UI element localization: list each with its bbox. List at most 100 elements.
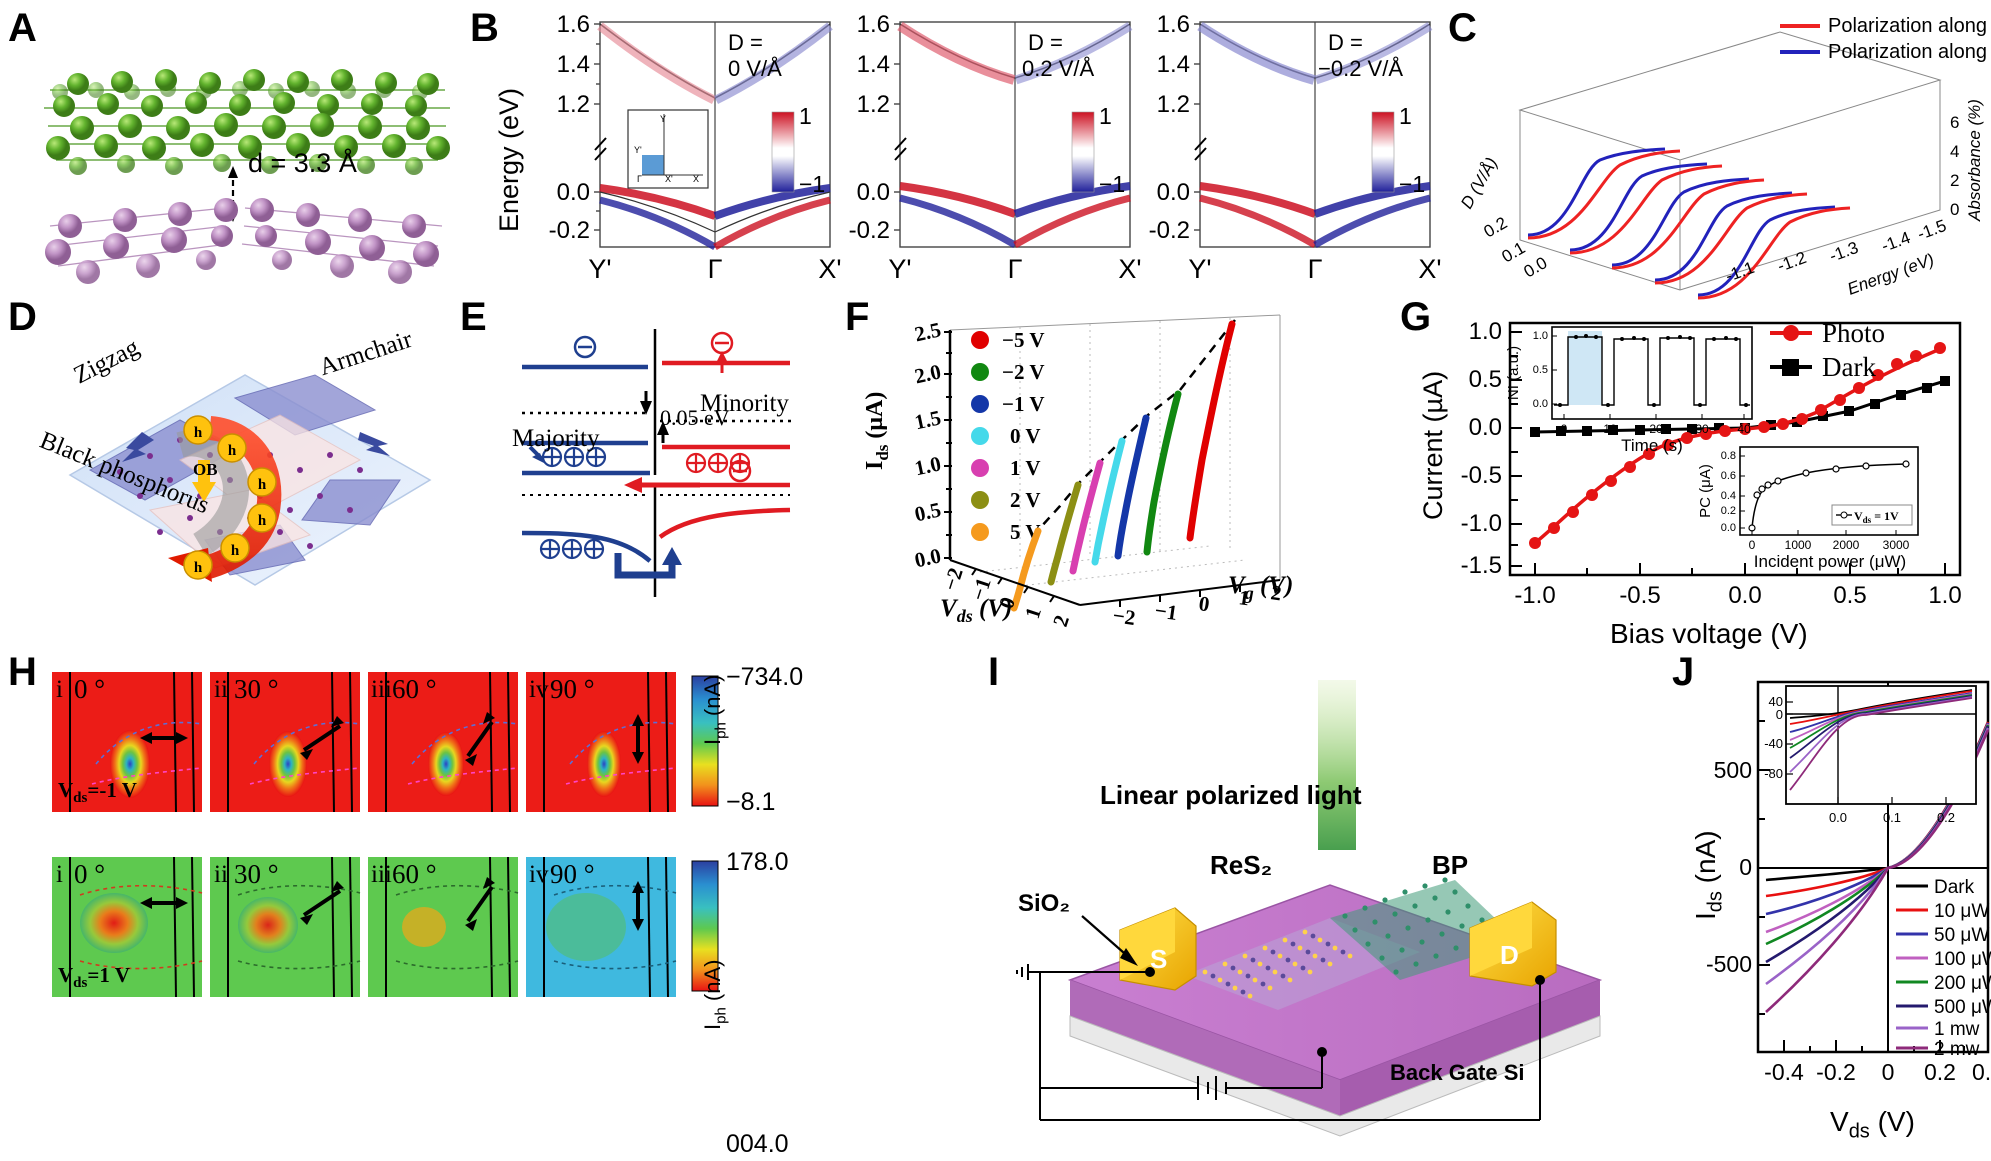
panel-f-label: F	[845, 295, 870, 339]
panel-e	[500, 325, 810, 600]
svg-text:0: 0	[1739, 854, 1752, 880]
panel-i-sio2-label: SiO₂	[1018, 890, 1071, 917]
svg-text:0.0: 0.0	[1728, 582, 1761, 609]
h-map-5-angle: 0 °	[74, 859, 106, 889]
svg-text:X': X'	[818, 254, 841, 284]
lower-band-right	[658, 507, 791, 539]
source-electrode: S	[1119, 907, 1197, 991]
panel-f-xlabel: Vds (V)	[940, 595, 1013, 626]
svg-text:-0.2: -0.2	[1149, 217, 1190, 244]
svg-text:3000: 3000	[1883, 538, 1910, 552]
panel-b-yticks: 1.6 1.4 1.2 0.0 -0.2	[549, 11, 590, 244]
h-map-4	[526, 671, 677, 813]
svg-text:−1: −1	[1099, 171, 1125, 197]
svg-text:Absorbance (%): Absorbance (%)	[1965, 99, 1984, 222]
armchair-arrow	[358, 432, 390, 456]
svg-text:0: 0	[1561, 422, 1568, 436]
panel-j-label: J	[1672, 650, 1695, 694]
panel-g-xtickmarks	[1534, 563, 1946, 575]
panel-h-cbar2-label: Iph (nA)	[700, 959, 730, 1031]
svg-text:X': X'	[1118, 254, 1141, 284]
svg-text:2 mw: 2 mw	[1934, 1039, 1980, 1060]
panel-c-legend-y: Polarization along y	[1828, 41, 1991, 63]
h-map-3-index: iii	[371, 676, 392, 703]
svg-text:0: 0	[1749, 538, 1756, 552]
svg-text:−1: −1	[1153, 598, 1179, 625]
svg-text:1 V: 1 V	[1010, 456, 1041, 480]
svg-text:Γ: Γ	[708, 254, 723, 284]
svg-text:0.2: 0.2	[1721, 505, 1736, 517]
panel-f-zlabel: Vg (V)	[1228, 572, 1294, 603]
svg-text:0.0: 0.0	[857, 179, 890, 206]
zigzag-arrow	[122, 432, 154, 462]
svg-text:500 μW: 500 μW	[1934, 997, 1991, 1018]
svg-text:-1.5: -1.5	[1915, 216, 1949, 244]
panel-f-xaxis	[949, 559, 1081, 606]
hole-symbols-left	[541, 446, 607, 468]
svg-text:500: 500	[1714, 757, 1752, 783]
panel-b-colorbar-3	[1371, 111, 1395, 193]
panel-c-label: C	[1448, 6, 1477, 50]
svg-text:200 μW: 200 μW	[1934, 973, 1991, 994]
panel-i-light-label: Linear polarized light	[1100, 780, 1362, 810]
svg-text:−1 V: −1 V	[1002, 392, 1045, 416]
panel-j-xlabel: Vds (V)	[1830, 1106, 1915, 1143]
svg-text:h: h	[194, 560, 203, 576]
panel-e-offset-label: 0.05 eV	[660, 405, 730, 430]
ob-barrier	[176, 430, 249, 557]
h-map-1	[52, 671, 203, 813]
svg-text:-1.2: -1.2	[1775, 248, 1809, 276]
h-map-4-angle: 90 °	[550, 674, 595, 704]
svg-text:0: 0	[1197, 591, 1211, 616]
svg-text:0.5: 0.5	[1469, 366, 1502, 393]
svg-text:30: 30	[1695, 422, 1709, 436]
svg-text:Vds = 1V: Vds = 1V	[1854, 509, 1899, 525]
svg-text:1.6: 1.6	[557, 11, 590, 38]
h-map-6-angle: 30 °	[234, 859, 279, 889]
panel-h-cbar2-max: 178.0	[726, 848, 789, 876]
sio2-side	[1070, 980, 1340, 1116]
panel-a	[30, 30, 460, 284]
svg-text:-0.4: -0.4	[1764, 1059, 1804, 1085]
svg-text:0 V: 0 V	[1010, 424, 1041, 448]
ob-down-arrow	[192, 460, 216, 502]
svg-text:-1.3: -1.3	[1827, 238, 1861, 266]
svg-text:2000: 2000	[1833, 538, 1860, 552]
svg-text:10: 10	[1603, 422, 1617, 436]
inset-bottom-xlabel: Incident power (μW)	[1754, 552, 1906, 571]
h-map-7-angle: 60 °	[392, 859, 437, 889]
panel-c-axis-energy: -1.1 -1.2 -1.3 -1.4 -1.5 Energy (eV)	[1723, 216, 1949, 299]
panel-e-minority-label: Minority	[700, 390, 789, 417]
panel-h-cbar1-max: −734.0	[726, 663, 804, 691]
panel-j-ylabel: Ids (nA)	[1690, 830, 1727, 920]
svg-text:1000: 1000	[1785, 538, 1812, 552]
svg-text:1.0: 1.0	[1533, 330, 1548, 342]
purple-layer	[45, 198, 443, 284]
svg-text:0.0: 0.0	[912, 543, 943, 572]
panel-f-xticks: −2 −1 0 1 2	[938, 565, 1074, 630]
panel-d-label: D	[8, 295, 37, 339]
svg-text:0.5: 0.5	[1533, 364, 1548, 376]
svg-text:2: 2	[1269, 580, 1283, 605]
svg-text:0.4: 0.4	[1721, 490, 1736, 502]
panel-b-subplot-2: 1.6 1.4 1.2 0.0 -0.2 D = 0.2 V/Å 1 −1 Y'	[849, 11, 1142, 284]
svg-text:Y: Y	[660, 114, 666, 124]
svg-text:−1: −1	[1399, 171, 1425, 197]
hole-accumulation-arrow	[614, 553, 676, 579]
inset-top-xlabel: Time (s)	[1621, 436, 1683, 455]
panel-g-xlabel: Bias voltage (V)	[1610, 618, 1808, 649]
panel-e-majority-label: Majority	[512, 425, 600, 452]
circuit-wiring	[1016, 964, 1545, 1121]
panel-j-yticks: 500 0 -500	[1706, 757, 1752, 977]
svg-text:D (V/Å): D (V/Å)	[1457, 154, 1501, 212]
electron-symbol-right	[710, 331, 734, 355]
svg-text:-500: -500	[1706, 951, 1752, 977]
panel-c-legend-x: Polarization along x	[1828, 15, 1991, 37]
svg-text:2.0: 2.0	[912, 359, 943, 388]
panel-g-label: G	[1400, 295, 1432, 339]
svg-text:-1.1: -1.1	[1723, 258, 1757, 286]
panel-h-colorbar-1	[691, 675, 719, 807]
svg-text:h: h	[231, 543, 240, 559]
panel-b-colorbar-1	[771, 111, 795, 193]
svg-text:0.8: 0.8	[1721, 450, 1736, 462]
